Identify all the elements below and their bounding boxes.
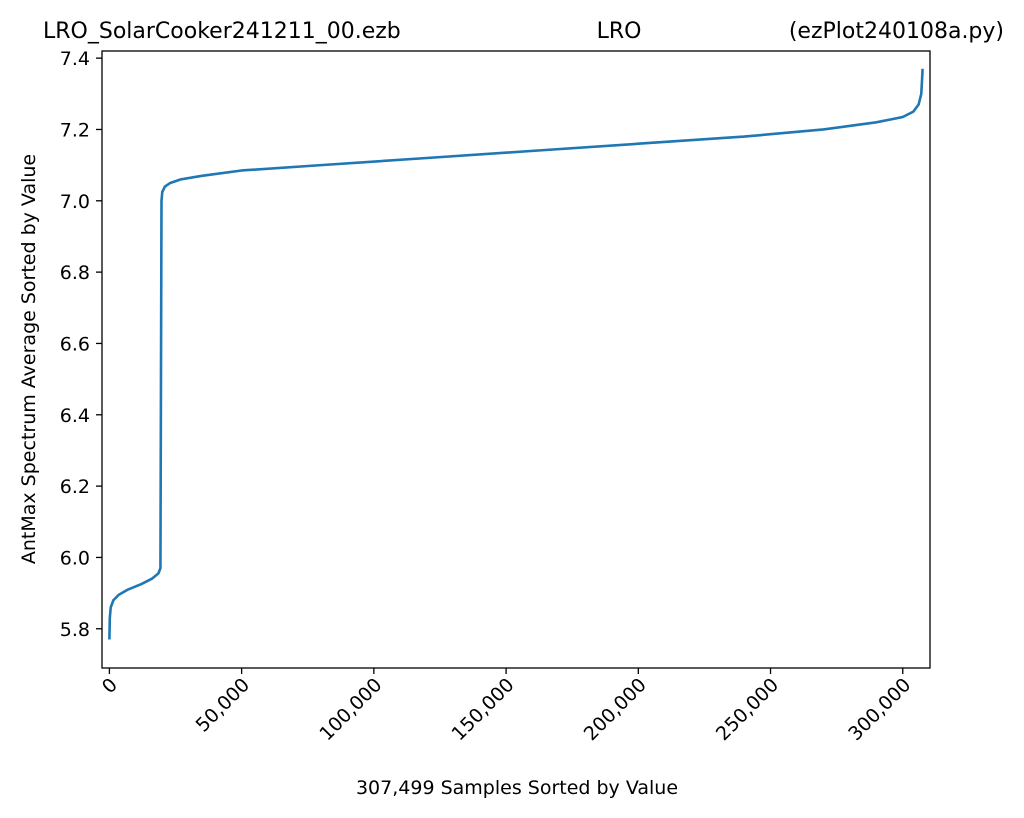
- x-axis-label: 307,499 Samples Sorted by Value: [356, 777, 678, 799]
- y-tick-label: 5.8: [60, 619, 90, 641]
- axes-frame: [101, 50, 931, 669]
- header-center-title: LRO: [597, 19, 642, 44]
- y-tick-label: 7.0: [60, 191, 90, 213]
- plot-area: [108, 68, 924, 640]
- y-tick-label: 6.6: [60, 333, 90, 355]
- y-tick-label: 6.8: [60, 262, 90, 284]
- header-right-title: (ezPlot240108a.py): [789, 19, 1004, 44]
- y-tick-label: 6.2: [60, 476, 90, 498]
- y-tick-label: 7.4: [60, 48, 90, 70]
- y-tick-label: 7.2: [60, 119, 90, 141]
- y-axis: 5.8 6.0 6.2 6.4 6.6 6.8 7.0 7.2 7.4: [60, 48, 102, 641]
- header-left-title: LRO_SolarCooker241211_00.ezb: [43, 19, 401, 44]
- y-axis-label: AntMax Spectrum Average Sorted by Value: [18, 154, 40, 564]
- y-tick-label: 6.0: [60, 547, 90, 569]
- series-line-0: [108, 68, 924, 640]
- y-tick-label: 6.4: [60, 405, 90, 427]
